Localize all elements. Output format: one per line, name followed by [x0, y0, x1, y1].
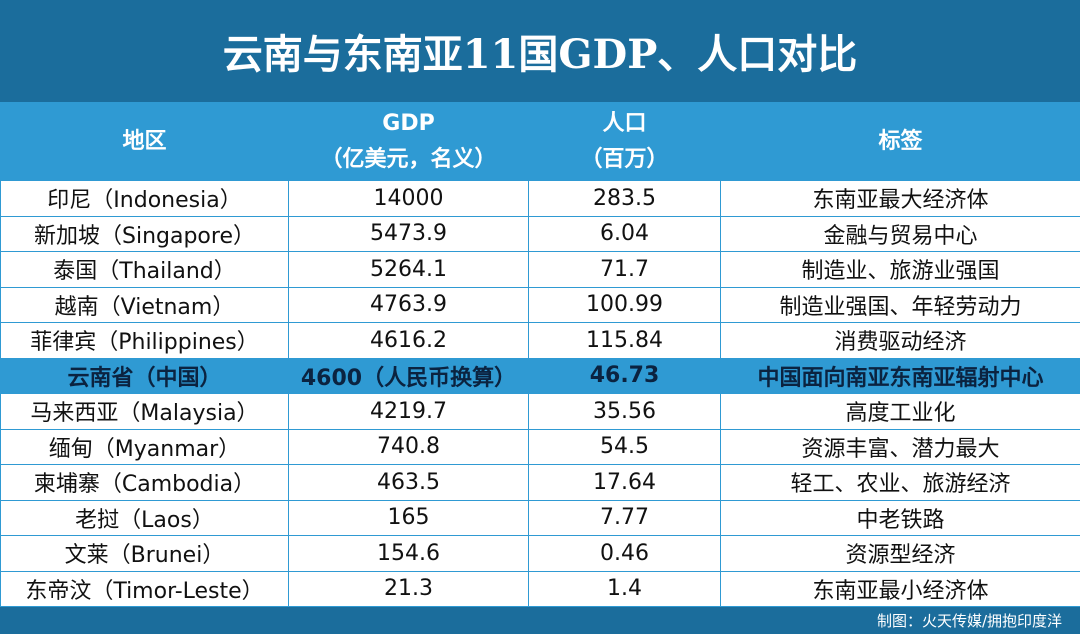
cell: 14000 — [288, 180, 529, 217]
column-header: 标签 — [720, 102, 1080, 181]
cell: 缅甸（Myanmar） — [0, 428, 289, 465]
table-row: 菲律宾（Philippines） 4616.2 115.84 消费驱动经济 — [0, 322, 1080, 359]
column-header: 地区 — [0, 102, 289, 181]
cell: 泰国（Thailand） — [0, 251, 289, 288]
cell: 21.3 — [288, 570, 529, 607]
header-line: （亿美元，名义） — [320, 146, 497, 172]
cell: 17.64 — [528, 464, 721, 501]
table-row: 泰国（Thailand） 5264.1 71.7 制造业、旅游业强国 — [0, 251, 1080, 288]
cell: 资源型经济 — [720, 535, 1080, 572]
table-row: 印尼（Indonesia） 14000 283.5 东南亚最大经济体 — [0, 180, 1080, 217]
column-header: GDP （亿美元，名义） — [288, 102, 529, 181]
table-row: 柬埔寨（Cambodia） 463.5 17.64 轻工、农业、旅游经济 — [0, 464, 1080, 501]
header-row: 地区 GDP （亿美元，名义） 人口 （百万） 标签 — [0, 102, 1080, 181]
cell: 云南省（中国） — [0, 357, 289, 394]
cell: 165 — [288, 499, 529, 536]
cell: 4616.2 — [288, 322, 529, 359]
cell: 菲律宾（Philippines） — [0, 322, 289, 359]
table: 地区 GDP （亿美元，名义） 人口 （百万） 标签 印尼（Indonesia） 14000… — [0, 102, 1080, 607]
cell: 印尼（Indonesia） — [0, 180, 289, 217]
cell: 35.56 — [528, 393, 721, 430]
cell: 54.5 — [528, 428, 721, 465]
cell: 柬埔寨（Cambodia） — [0, 464, 289, 501]
cell: 制造业、旅游业强国 — [720, 251, 1080, 288]
cell: 轻工、农业、旅游经济 — [720, 464, 1080, 501]
cell: 东帝汶（Timor-Leste） — [0, 570, 289, 607]
cell: 740.8 — [288, 428, 529, 465]
table-row: 老挝（Laos） 165 7.77 中老铁路 — [0, 499, 1080, 536]
cell: 100.99 — [528, 286, 721, 323]
table-row: 马来西亚（Malaysia） 4219.7 35.56 高度工业化 — [0, 393, 1080, 430]
table-row: 越南（Vietnam） 4763.9 100.99 制造业强国、年轻劳动力 — [0, 286, 1080, 323]
cell: 越南（Vietnam） — [0, 286, 289, 323]
cell: 金融与贸易中心 — [720, 215, 1080, 252]
cell: 资源丰富、潜力最大 — [720, 428, 1080, 465]
cell: 马来西亚（Malaysia） — [0, 393, 289, 430]
cell: 制造业强国、年轻劳动力 — [720, 286, 1080, 323]
title: 云南与东南亚11国GDP、人口对比 — [0, 0, 1080, 102]
header-line: 人口 — [602, 110, 647, 136]
table-row: 新加坡（Singapore） 5473.9 6.04 金融与贸易中心 — [0, 215, 1080, 252]
cell: 1.4 — [528, 570, 721, 607]
column-header: 人口 （百万） — [528, 102, 721, 181]
cell: 5473.9 — [288, 215, 529, 252]
cell: 283.5 — [528, 180, 721, 217]
cell: 71.7 — [528, 251, 721, 288]
cell: 463.5 — [288, 464, 529, 501]
cell: 东南亚最大经济体 — [720, 180, 1080, 217]
highlight-row: 云南省（中国） 4600（人民币换算） 46.73 中国面向南亚东南亚辐射中心 — [0, 357, 1080, 394]
header-line: 地区 — [122, 128, 167, 154]
footer: 制图：火天传媒/拥抱印度洋 — [0, 607, 1080, 634]
cell: 154.6 — [288, 535, 529, 572]
header-line: （百万） — [580, 146, 669, 172]
header-line: GDP — [382, 110, 435, 136]
cell: 新加坡（Singapore） — [0, 215, 289, 252]
cell: 消费驱动经济 — [720, 322, 1080, 359]
cell: 115.84 — [528, 322, 721, 359]
cell: 5264.1 — [288, 251, 529, 288]
cell: 4600（人民币换算） — [288, 357, 529, 394]
cell: 老挝（Laos） — [0, 499, 289, 536]
cell: 46.73 — [528, 357, 721, 394]
cell: 6.04 — [528, 215, 721, 252]
table-row: 缅甸（Myanmar） 740.8 54.5 资源丰富、潜力最大 — [0, 428, 1080, 465]
header-line: 标签 — [878, 128, 923, 154]
cell: 文莱（Brunei） — [0, 535, 289, 572]
table-row: 文莱（Brunei） 154.6 0.46 资源型经济 — [0, 535, 1080, 572]
cell: 中老铁路 — [720, 499, 1080, 536]
table-row: 东帝汶（Timor-Leste） 21.3 1.4 东南亚最小经济体 — [0, 570, 1080, 607]
cell: 高度工业化 — [720, 393, 1080, 430]
cell: 东南亚最小经济体 — [720, 570, 1080, 607]
cell: 4219.7 — [288, 393, 529, 430]
cell: 0.46 — [528, 535, 721, 572]
cell: 中国面向南亚东南亚辐射中心 — [720, 357, 1080, 394]
cell: 4763.9 — [288, 286, 529, 323]
cell: 7.77 — [528, 499, 721, 536]
